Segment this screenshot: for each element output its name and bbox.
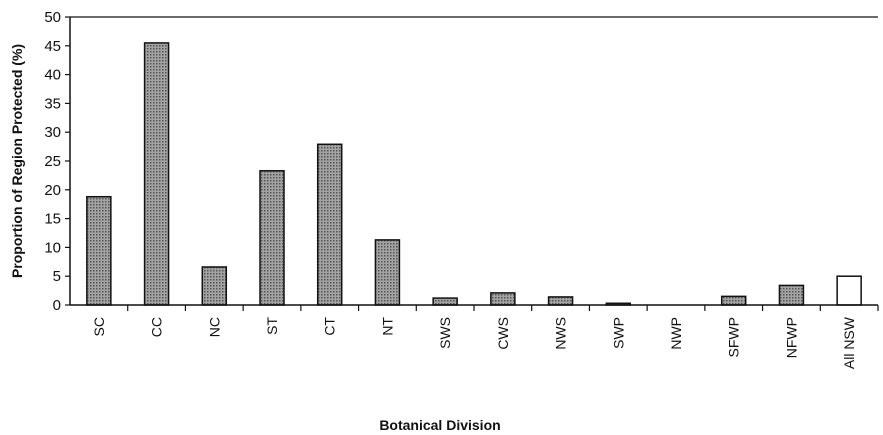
- bar-st: [259, 170, 285, 306]
- y-tick-label: 15: [44, 211, 61, 228]
- x-tick-label: NFWP: [783, 317, 799, 358]
- bar-cws: [490, 292, 516, 306]
- y-axis-title: Proportion of Region Protected (%): [9, 44, 25, 278]
- y-tick-label: 20: [44, 182, 61, 199]
- x-tick-label: CC: [149, 317, 165, 337]
- bars-group: [86, 42, 862, 306]
- y-tick-label: 35: [44, 95, 61, 112]
- bar-nt: [374, 239, 401, 306]
- y-tick-label: 5: [53, 268, 61, 285]
- bar-ct: [316, 143, 343, 306]
- bar-nc: [201, 266, 228, 306]
- x-axis-ticks: SC CC NC ST CT NT SWS CWS NWS SWP NWP SFWP NFWP All N…: [91, 305, 879, 369]
- y-tick-label: 40: [44, 67, 61, 84]
- x-tick-label: NC: [206, 317, 222, 337]
- y-tick-label: 25: [44, 153, 61, 170]
- x-tick-label: CT: [322, 317, 338, 336]
- bar-sc: [86, 195, 112, 306]
- x-axis-title: Botanical Division: [379, 417, 500, 433]
- x-tick-label: SFWP: [726, 317, 742, 357]
- bar-all-nsw: [836, 275, 862, 306]
- bar-nfwp: [778, 284, 805, 306]
- x-tick-label: NWS: [553, 317, 569, 350]
- y-tick-label: 45: [44, 38, 61, 55]
- y-tick-label: 50: [44, 9, 61, 26]
- y-tick-label: 10: [44, 239, 61, 256]
- bar-sfwp: [720, 295, 747, 306]
- x-tick-label: NWP: [668, 317, 684, 350]
- y-axis-ticks: 0 5 10 15 20 25 30 35 40 45 50: [44, 9, 70, 314]
- bar-nws: [547, 296, 574, 306]
- x-tick-label: ST: [264, 317, 280, 335]
- bar-sws: [432, 297, 458, 306]
- x-tick-label: SWS: [437, 317, 453, 349]
- y-tick-label: 30: [44, 124, 61, 141]
- bar-cc: [143, 42, 170, 306]
- x-tick-label: NT: [379, 317, 395, 336]
- x-tick-label: CWS: [495, 317, 511, 350]
- y-tick-label: 0: [53, 297, 61, 314]
- x-tick-label: SC: [91, 317, 107, 336]
- x-tick-label: SWP: [610, 317, 626, 349]
- x-tick-label: All NSW: [841, 316, 857, 369]
